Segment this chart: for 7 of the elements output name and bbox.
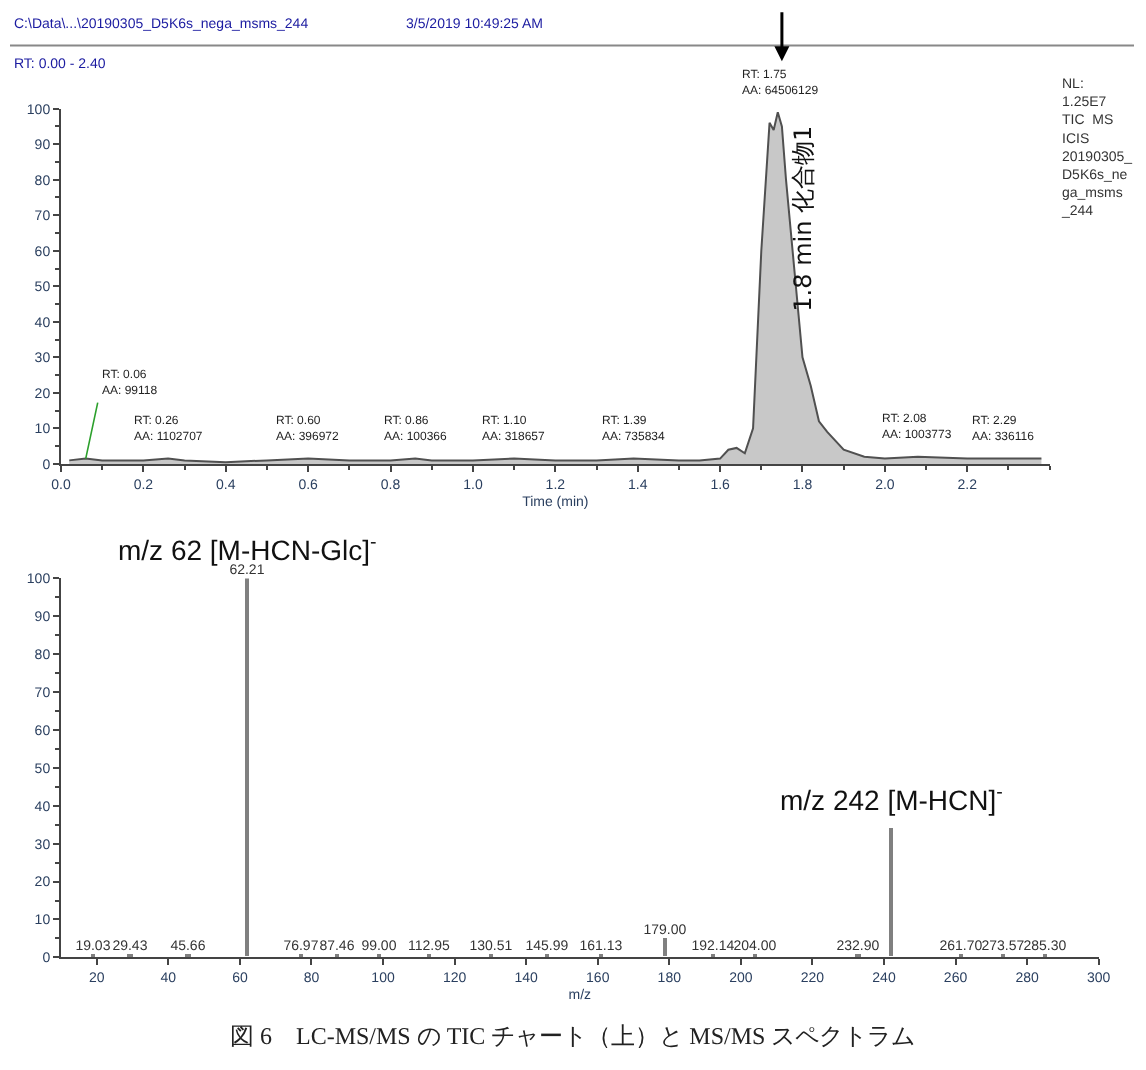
annotation: m/z 242 [M-HCN]$^{-}$ [780,782,1003,816]
bar [245,578,249,957]
annotation: 1.8 min 化合物1 [789,125,818,312]
bar [663,938,667,957]
caption: 図 6 LC-MS/MS の TIC チャート（上）と MS/MS スペクトラム [230,1022,916,1050]
annotation: m/z 62 [M-HCN-Glc]$^{-}$ [118,532,377,566]
bar [889,828,893,957]
